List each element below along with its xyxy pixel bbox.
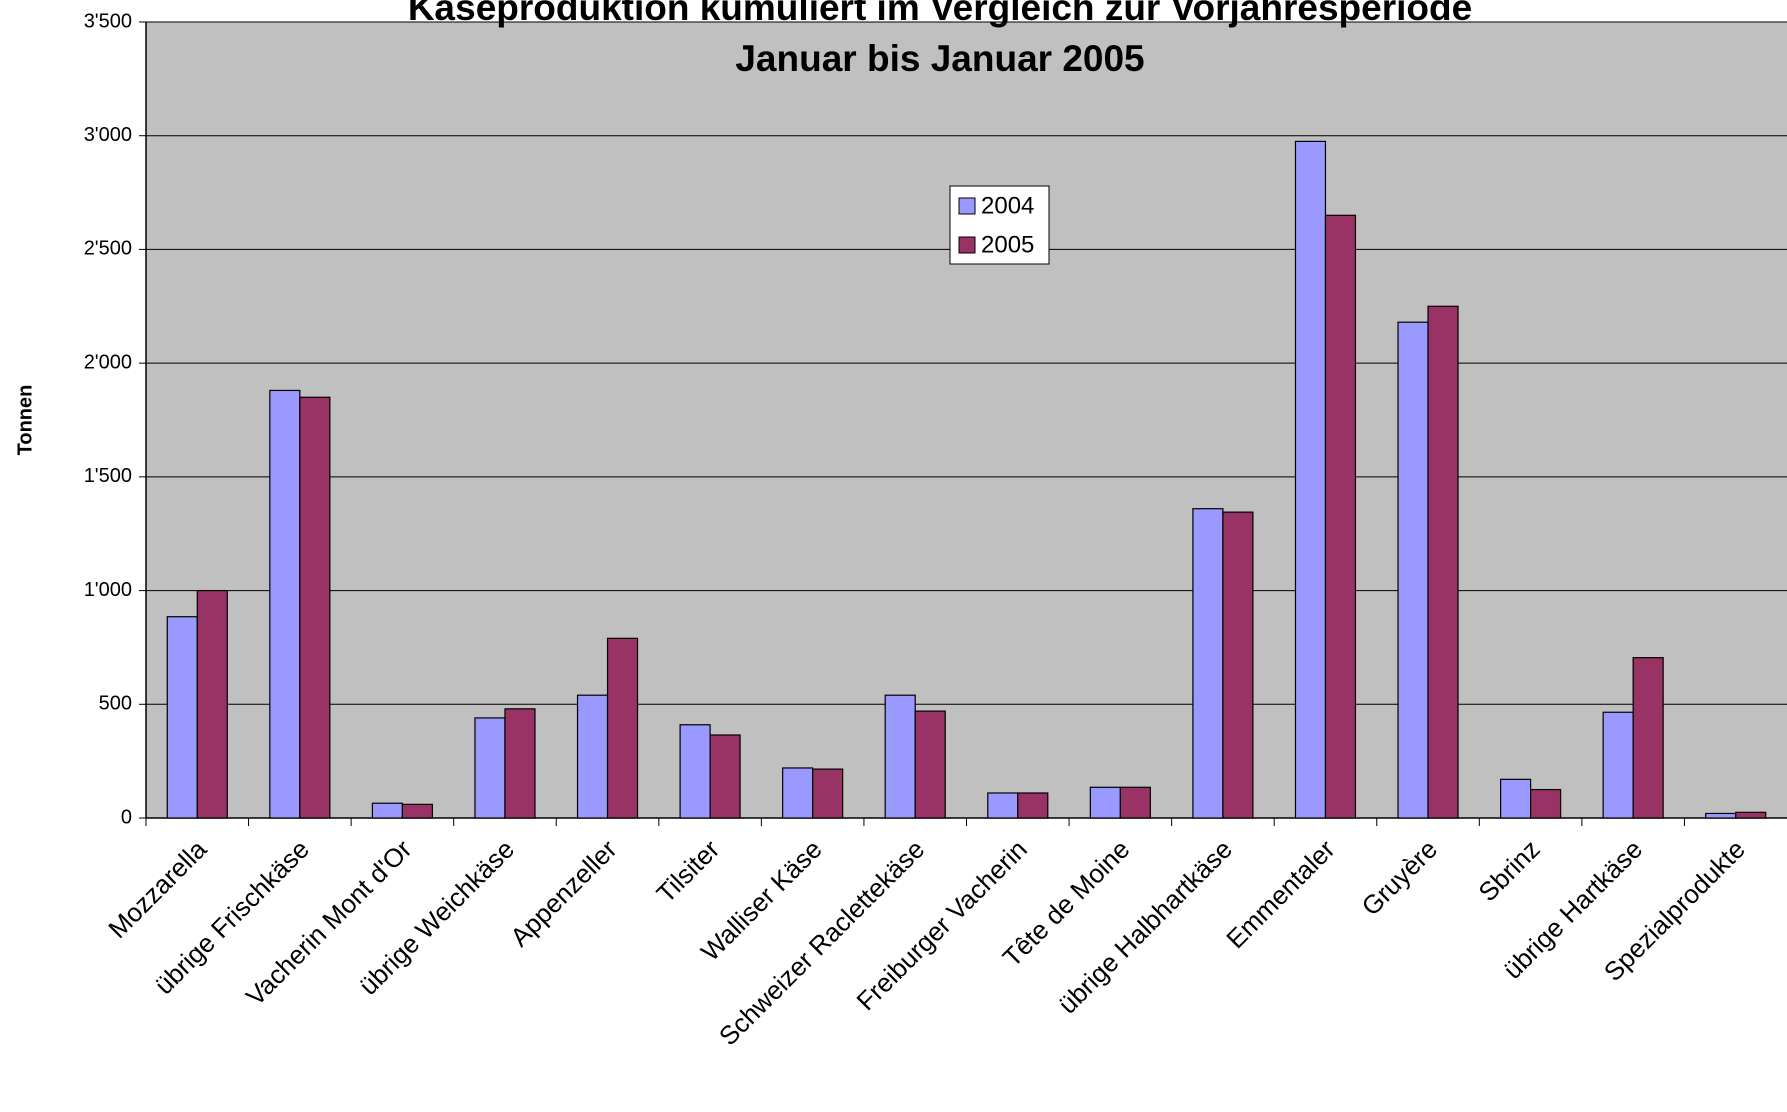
y-tick-label: 3'000 bbox=[84, 124, 132, 146]
bar bbox=[166, 616, 198, 819]
legend-swatch bbox=[958, 197, 976, 215]
y-tick-label: 3'500 bbox=[84, 10, 132, 32]
bar bbox=[1324, 214, 1357, 819]
bar bbox=[1119, 786, 1151, 819]
bar bbox=[269, 389, 301, 819]
bar bbox=[474, 717, 506, 819]
bar bbox=[1017, 792, 1049, 819]
bar bbox=[679, 724, 711, 819]
bar bbox=[299, 396, 331, 819]
bar bbox=[1294, 140, 1327, 819]
bar bbox=[812, 768, 844, 819]
x-tick-label: Emmentaler bbox=[1220, 834, 1341, 955]
bar bbox=[1089, 786, 1121, 819]
y-tick-label: 1'500 bbox=[84, 465, 132, 487]
x-tick-label: Freiburger Vacherin bbox=[851, 834, 1033, 1016]
bar bbox=[1529, 788, 1562, 819]
legend-label: 2004 bbox=[981, 192, 1034, 219]
bar bbox=[709, 734, 741, 819]
bar bbox=[1632, 657, 1664, 819]
y-tick-label: 1'000 bbox=[84, 579, 132, 601]
bar bbox=[1602, 711, 1634, 819]
y-tick-label: 2'000 bbox=[84, 351, 132, 373]
bar bbox=[1705, 812, 1737, 819]
legend-swatch bbox=[958, 236, 976, 254]
y-tick-label: 0 bbox=[121, 806, 132, 828]
x-tick-label: Appenzeller bbox=[504, 834, 623, 953]
bar bbox=[504, 708, 536, 819]
bar bbox=[1192, 508, 1224, 819]
bar bbox=[782, 767, 814, 819]
bar bbox=[606, 637, 639, 819]
y-tick-label: 2'500 bbox=[84, 238, 132, 260]
x-tick-label: übrige Halbhartkäse bbox=[1052, 834, 1238, 1020]
bar bbox=[987, 792, 1019, 819]
bar bbox=[576, 694, 609, 819]
bar bbox=[371, 802, 404, 819]
chart-subtitle: Januar bis Januar 2005 bbox=[735, 38, 1144, 79]
x-tick-label: Tilsiter bbox=[651, 834, 726, 909]
bar bbox=[1499, 778, 1532, 819]
plot-area bbox=[146, 22, 1787, 818]
x-tick-label: Mozzarella bbox=[102, 834, 212, 944]
x-tick-label: Sbrinz bbox=[1472, 834, 1545, 907]
bar bbox=[884, 694, 916, 819]
bar bbox=[1735, 811, 1767, 819]
x-tick-label: Gruyère bbox=[1356, 834, 1444, 922]
bar bbox=[1427, 305, 1459, 819]
bar bbox=[196, 589, 228, 819]
y-tick-label: 500 bbox=[99, 693, 132, 715]
bar bbox=[914, 710, 946, 819]
bar bbox=[1222, 511, 1254, 819]
y-axis-label: Tonnen bbox=[14, 385, 36, 456]
x-tick-label: Schweizer Raclettekäse bbox=[713, 834, 930, 1051]
legend-label: 2005 bbox=[981, 231, 1034, 258]
bar bbox=[401, 803, 434, 819]
bar bbox=[1397, 321, 1429, 819]
chart-title: Käseproduktion kumuliert im Vergleich zu… bbox=[408, 0, 1472, 28]
